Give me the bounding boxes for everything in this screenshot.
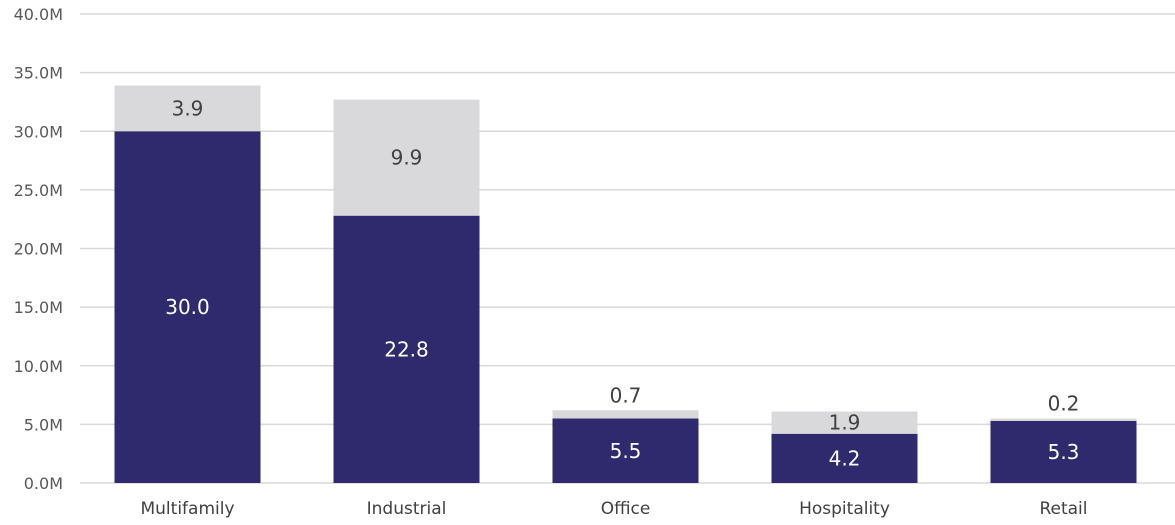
bar-hospitality-series-1 [771, 433, 918, 483]
y-axis-tick-labels: 0.0M 5.0M 10.0M 15.0M 20.0M 25.0M 30.0M 35.0M 40… [14, 5, 63, 493]
x-tick-label: Office [601, 499, 651, 519]
data-label: 4.2 [829, 446, 861, 470]
y-tick-label: 30.0M [14, 122, 63, 141]
data-label: 5.5 [610, 439, 642, 463]
data-labels: 30.0 3.9 22.8 9.9 5.5 0.7 4.2 1.9 5.3 0.2 [165, 96, 1079, 470]
data-label: 5.3 [1048, 440, 1080, 464]
data-label: 22.8 [384, 337, 429, 361]
bar-office-series-1 [552, 418, 699, 483]
bar-retail-series-1 [990, 420, 1137, 483]
data-label: 1.9 [829, 411, 861, 435]
gridlines [80, 13, 1175, 484]
bar-multifamily-series-2 [114, 85, 261, 132]
bar-hospitality-series-2 [771, 411, 918, 434]
data-label: 3.9 [172, 96, 204, 120]
y-tick-label: 35.0M [14, 64, 63, 83]
x-tick-label: Hospitality [799, 499, 890, 519]
data-label: 9.9 [391, 146, 423, 170]
bar-industrial-series-2 [333, 99, 480, 216]
x-tick-label: Retail [1039, 499, 1087, 519]
y-tick-label: 10.0M [14, 357, 63, 376]
y-tick-label: 15.0M [14, 298, 63, 317]
y-tick-label: 20.0M [14, 240, 63, 259]
y-tick-label: 25.0M [14, 181, 63, 200]
y-tick-label: 40.0M [14, 5, 63, 24]
y-tick-label: 0.0M [24, 474, 63, 493]
bars [114, 85, 1137, 484]
bar-industrial-series-1 [333, 215, 480, 484]
x-tick-label: Industrial [367, 499, 447, 519]
bar-multifamily-series-1 [114, 131, 261, 483]
data-label: 30.0 [165, 295, 210, 319]
bar-office-series-2 [552, 410, 699, 419]
x-tick-label: Multifamily [140, 499, 234, 519]
data-label: 0.7 [610, 383, 642, 407]
data-label: 0.2 [1048, 392, 1080, 416]
x-axis-tick-labels: Multifamily Industrial Office Hospitality Re… [140, 499, 1087, 519]
bar-retail-series-2 [990, 418, 1137, 421]
y-tick-label: 5.0M [24, 415, 63, 434]
